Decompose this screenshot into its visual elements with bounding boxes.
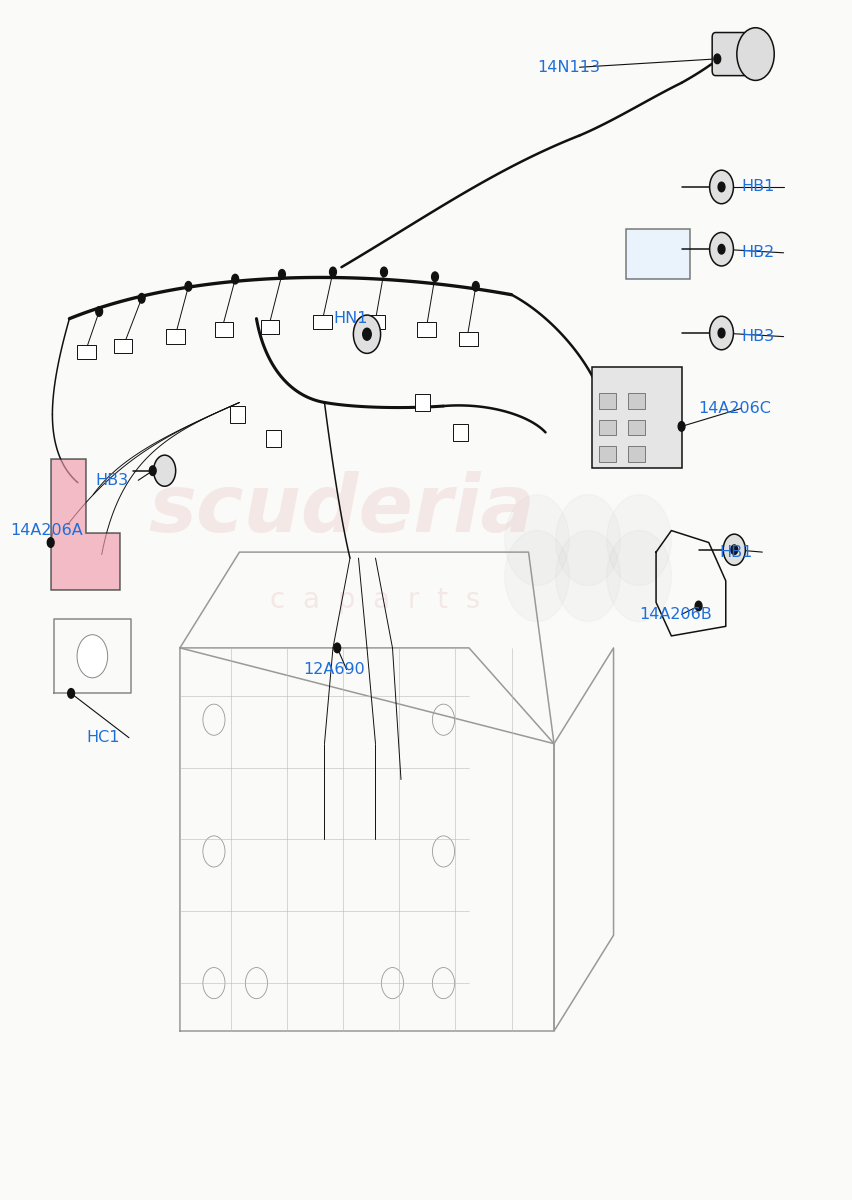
FancyBboxPatch shape [113, 340, 132, 353]
FancyBboxPatch shape [166, 330, 185, 343]
Circle shape [67, 689, 74, 698]
FancyBboxPatch shape [366, 316, 384, 330]
Circle shape [606, 494, 671, 586]
FancyBboxPatch shape [458, 332, 477, 346]
FancyBboxPatch shape [598, 394, 615, 409]
Circle shape [556, 494, 619, 586]
Polygon shape [50, 458, 120, 590]
Circle shape [77, 635, 107, 678]
Text: 14N113: 14N113 [537, 60, 599, 74]
Circle shape [717, 245, 724, 254]
FancyBboxPatch shape [627, 420, 644, 436]
Circle shape [736, 28, 774, 80]
Circle shape [279, 270, 285, 280]
Circle shape [709, 317, 733, 349]
Circle shape [47, 538, 54, 547]
Circle shape [709, 170, 733, 204]
Text: c  a  p  a  r  t  s: c a p a r t s [270, 586, 480, 614]
Text: HB1: HB1 [740, 180, 774, 194]
FancyBboxPatch shape [598, 446, 615, 462]
Circle shape [709, 233, 733, 266]
Text: HN1: HN1 [332, 311, 367, 326]
FancyBboxPatch shape [261, 320, 279, 335]
Circle shape [694, 601, 701, 611]
Circle shape [333, 643, 340, 653]
Text: scuderia: scuderia [148, 472, 534, 550]
Circle shape [329, 268, 336, 277]
Text: 12A690: 12A690 [302, 662, 365, 677]
Circle shape [232, 275, 239, 284]
FancyBboxPatch shape [266, 430, 281, 446]
Circle shape [713, 54, 720, 64]
Text: 14A206C: 14A206C [698, 401, 770, 416]
Text: 14A206A: 14A206A [10, 523, 83, 538]
Circle shape [730, 545, 737, 554]
Circle shape [504, 530, 568, 622]
Circle shape [362, 329, 371, 341]
FancyBboxPatch shape [452, 424, 468, 440]
FancyBboxPatch shape [414, 394, 429, 410]
FancyBboxPatch shape [591, 366, 681, 468]
Text: HB3: HB3 [740, 329, 774, 344]
Circle shape [95, 307, 102, 317]
Circle shape [431, 272, 438, 282]
Circle shape [185, 282, 192, 292]
Text: 14A206B: 14A206B [638, 607, 711, 622]
Text: HC1: HC1 [86, 730, 120, 745]
Circle shape [717, 182, 724, 192]
Text: HB3: HB3 [95, 473, 128, 487]
FancyBboxPatch shape [625, 229, 689, 280]
Circle shape [380, 268, 387, 277]
Circle shape [149, 466, 156, 475]
FancyBboxPatch shape [230, 406, 245, 422]
FancyBboxPatch shape [711, 32, 757, 76]
Circle shape [363, 330, 370, 340]
FancyBboxPatch shape [313, 316, 331, 330]
Circle shape [472, 282, 479, 292]
Circle shape [606, 530, 671, 622]
Circle shape [556, 530, 619, 622]
Circle shape [717, 329, 724, 338]
Circle shape [504, 494, 568, 586]
FancyBboxPatch shape [417, 323, 435, 337]
Text: HB1: HB1 [719, 545, 752, 559]
FancyBboxPatch shape [627, 394, 644, 409]
FancyBboxPatch shape [598, 420, 615, 436]
Circle shape [353, 316, 380, 353]
Circle shape [722, 534, 745, 565]
Circle shape [677, 421, 684, 431]
FancyBboxPatch shape [627, 446, 644, 462]
FancyBboxPatch shape [215, 323, 233, 337]
Circle shape [153, 455, 176, 486]
Circle shape [138, 294, 145, 304]
Text: HB2: HB2 [740, 245, 774, 260]
FancyBboxPatch shape [77, 344, 95, 359]
